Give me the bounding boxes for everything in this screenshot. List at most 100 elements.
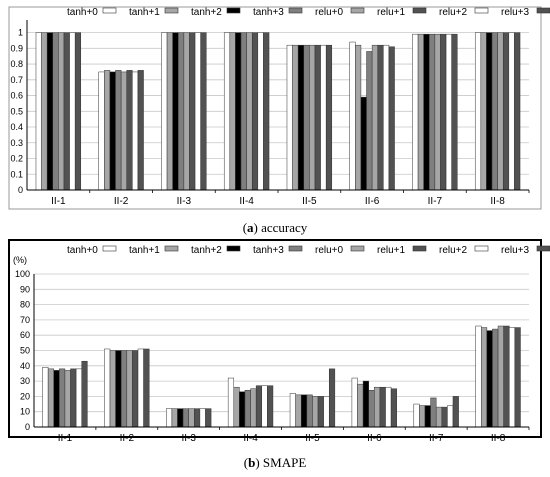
bar-relu+3-II-1 [74,32,82,191]
legend-label: relu+1 [377,245,406,256]
bar-tanh+1-II-1 [47,368,54,428]
y-tick-label: 1 [18,28,23,38]
bar-tanh+3-II-5 [303,44,310,191]
bar-relu+2-II-3 [194,32,201,191]
bar-tanh+2-II-2 [109,71,116,191]
legend-swatch [102,7,117,14]
bar-relu+2-II-1 [75,368,82,428]
bar-tanh+2-II-7 [424,405,431,428]
bar-relu+0-II-8 [497,325,504,428]
legend-swatch [164,245,179,252]
bar-relu+2-II-8 [508,32,515,191]
bar-relu+3-II-3 [205,408,212,428]
y-tick-label: 0.8 [10,59,23,69]
bar-relu+0-II-5 [312,396,319,428]
x-tick-label: II-7 [429,433,444,444]
bar-relu+3-II-8 [514,32,521,191]
bar-tanh+3-II-1 [59,368,66,428]
legend-swatch [536,245,550,252]
bar-tanh+3-II-6 [366,51,373,191]
x-tick-label: II-1 [51,196,66,207]
bar-tanh+1-II-8 [480,32,487,191]
legend-label: tanh+2 [191,245,222,256]
bar-relu+2-II-6 [383,44,390,191]
legend-swatch [226,245,241,252]
bar-relu+1-II-5 [314,44,321,191]
bar-relu+3-II-2 [137,70,144,191]
y-tick-label: 0.1 [10,169,23,179]
bar-tanh+2-II-6 [362,380,369,428]
bar-tanh+2-II-2 [115,350,122,428]
bar-relu+2-II-5 [323,396,330,428]
bar-tanh+1-II-5 [295,394,302,428]
x-tick-label: II-1 [58,433,73,444]
legend-label: tanh+1 [129,245,160,256]
bar-relu+1-II-7 [440,33,447,191]
legend-label: tanh+1 [129,7,160,18]
bar-tanh+1-II-8 [481,327,488,428]
x-tick-label: II-3 [181,433,196,444]
bar-relu+2-II-4 [257,32,264,191]
bar-relu+0-II-4 [246,32,253,191]
x-tick-label: II-6 [365,196,380,207]
bar-tanh+3-II-7 [429,33,436,191]
bars [42,325,521,428]
bar-tanh+2-II-4 [239,391,246,428]
legend: tanh+0 tanh+1 tanh+2 tanh+3 relu+0 relu+1 relu… [67,245,550,256]
x-tick-label: II-5 [302,196,317,207]
legend-swatch [288,245,303,252]
chart-frame [8,239,542,438]
bar-tanh+0-II-8 [474,32,482,191]
bar-tanh+3-II-8 [491,32,498,191]
bar-tanh+1-II-3 [166,32,173,191]
bar-relu+0-II-1 [64,370,71,428]
bar-relu+1-II-7 [441,406,448,428]
bar-relu+2-II-3 [199,408,206,428]
x-tick-label: II-5 [305,433,320,444]
y-axis-unit: (%) [13,255,27,265]
y-tick-label: 50 [20,346,30,356]
y-tick-label: 0.3 [10,138,23,148]
caption-text: SMAPE [263,455,306,470]
bar-tanh+2-II-4 [235,32,242,191]
legend-swatch [288,7,303,14]
bar-relu+2-II-6 [385,386,392,428]
legend-swatch [412,245,427,252]
bars [35,32,521,191]
bar-tanh+3-II-2 [120,350,128,428]
bar-relu+0-II-1 [58,32,65,191]
bar-tanh+3-II-8 [492,328,499,428]
caption-text: accuracy [261,220,308,235]
bar-relu+3-II-5 [328,368,336,428]
bar-tanh+3-II-2 [115,70,122,191]
bar-tanh+1-II-7 [417,33,424,191]
bar-relu+3-II-7 [451,33,458,191]
bar-relu+1-II-1 [70,368,77,428]
legend-swatch [164,7,179,14]
x-tick-label: II-3 [177,196,192,207]
bar-tanh+1-II-6 [355,44,362,191]
bar-tanh+2-II-6 [360,96,367,191]
y-tick-label: 20 [20,391,30,401]
y-tick-label: 100 [15,269,30,279]
bar-tanh+3-II-7 [430,397,437,428]
bar-relu+2-II-4 [261,385,268,428]
legend-label: relu+2 [439,7,468,18]
bar-relu+3-II-6 [388,46,395,191]
bar-tanh+3-II-6 [368,390,375,428]
bar-relu+0-II-2 [120,71,127,191]
bar-tanh+1-II-4 [229,32,236,191]
legend-label: tanh+3 [253,245,284,256]
x-tick-label: II-2 [120,433,135,444]
bar-tanh+0-II-6 [349,41,356,191]
legend-swatch [536,7,550,14]
bar-tanh+2-II-1 [53,370,60,428]
bar-relu+0-II-3 [188,408,195,428]
x-tick-label: II-4 [243,433,258,444]
bar-tanh+1-II-5 [292,44,299,191]
legend: tanh+0 tanh+1 tanh+2 tanh+3 relu+0 relu+1 relu… [67,7,550,18]
bar-relu+3-II-6 [390,388,397,428]
bar-tanh+2-II-5 [297,44,305,191]
caption-paren: ( [243,220,247,235]
